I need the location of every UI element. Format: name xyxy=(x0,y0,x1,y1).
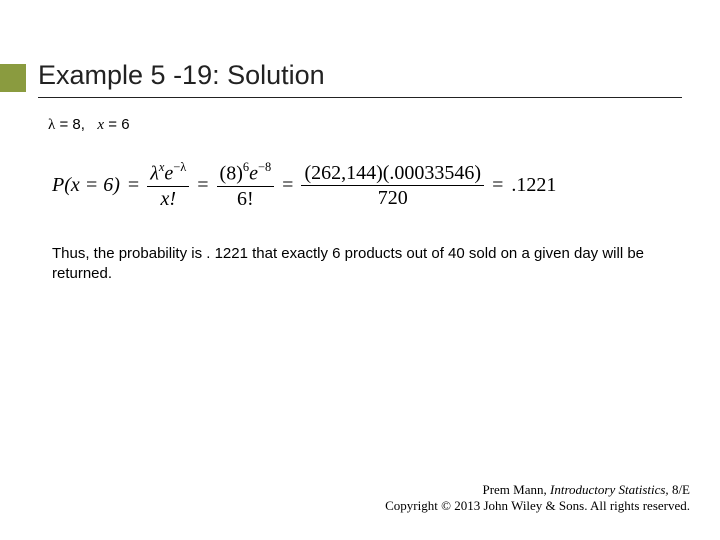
sub-e-sup: −8 xyxy=(258,160,271,174)
sub-e: e xyxy=(249,163,258,185)
frac-num-den: 720 xyxy=(375,186,411,209)
parameters-line: λ = 8, x = 6 xyxy=(48,116,682,134)
frac-general: λxe−λ x! xyxy=(147,162,189,210)
lambda-value: 8 xyxy=(72,116,80,133)
formula-lhs: P(x = 6) xyxy=(52,174,120,197)
frac-sub-num: (8)6e−8 xyxy=(217,162,275,187)
footer-copyright: Copyright © 2013 John Wiley & Sons. All … xyxy=(385,498,690,514)
accent-square xyxy=(0,64,26,92)
param-sep: , xyxy=(81,116,94,133)
lambda-equals: = xyxy=(59,116,72,133)
footer-author: Prem Mann, xyxy=(482,482,550,497)
frac-general-num: λxe−λ xyxy=(147,162,189,187)
sub-base-sup: 6 xyxy=(243,160,249,174)
footer-edition: 8/E xyxy=(672,482,690,497)
footer: Prem Mann, Introductory Statistics, 8/E … xyxy=(385,482,690,515)
footer-line-1: Prem Mann, Introductory Statistics, 8/E xyxy=(385,482,690,498)
frac-substituted: (8)6e−8 6! xyxy=(217,162,275,210)
poisson-formula: P(x = 6) = λxe−λ x! = (8)6e−8 6! = (262,… xyxy=(52,162,682,210)
sub-base: (8) xyxy=(220,163,243,185)
x-value: 6 xyxy=(121,116,129,133)
eq1: = xyxy=(128,174,139,197)
lambda-symbol: λ xyxy=(48,117,55,133)
x-symbol: x xyxy=(97,117,104,133)
frac-numeric: (262,144)(.00033546) 720 xyxy=(301,162,484,209)
footer-book: Introductory Statistics, xyxy=(550,482,672,497)
frac-num-num: (262,144)(.00033546) xyxy=(301,162,484,186)
frac-general-den: x! xyxy=(157,187,179,210)
conclusion-text: Thus, the probability is . 1221 that exa… xyxy=(52,244,676,285)
eq2: = xyxy=(197,174,208,197)
frac-sub-den: 6! xyxy=(234,187,257,210)
gen-e-sup: −λ xyxy=(173,160,186,174)
gen-e: e xyxy=(164,163,173,185)
gen-lambda: λ xyxy=(150,163,159,185)
eq3: = xyxy=(282,174,293,197)
gen-lambda-sup: x xyxy=(159,160,165,174)
x-equals: = xyxy=(108,116,121,133)
formula-result: .1221 xyxy=(511,174,556,197)
eq4: = xyxy=(492,174,503,197)
slide-title: Example 5 -19: Solution xyxy=(38,60,682,98)
